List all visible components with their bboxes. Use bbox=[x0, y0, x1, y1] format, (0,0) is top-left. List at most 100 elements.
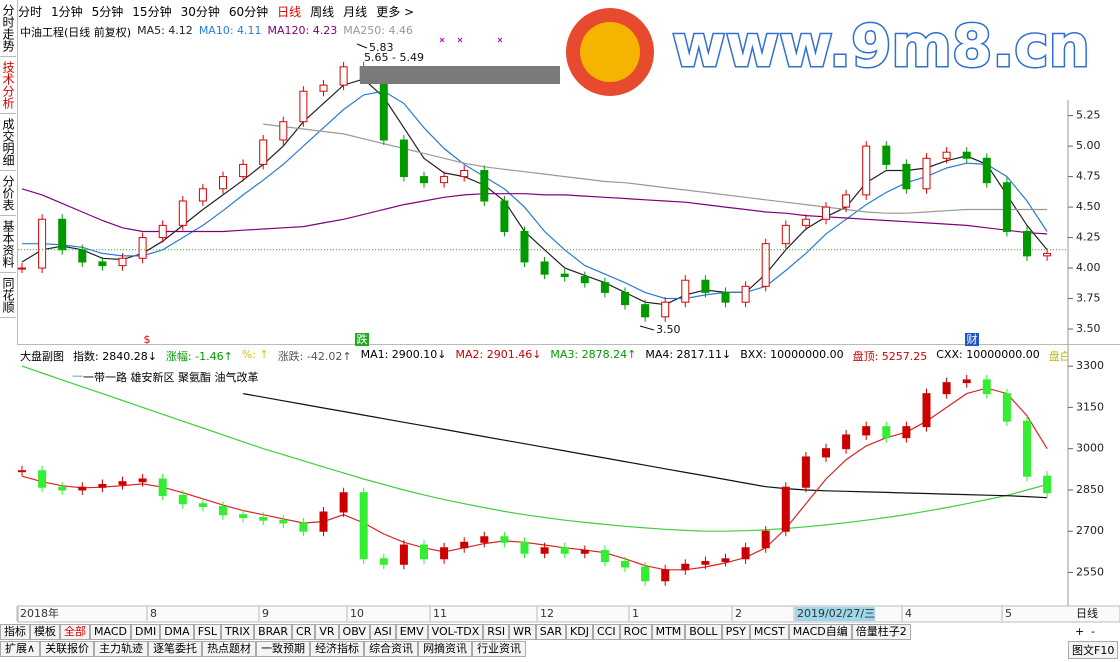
sidebar-tab[interactable]: 分时走势 bbox=[0, 0, 16, 57]
candle bbox=[761, 526, 770, 553]
candle bbox=[1023, 416, 1031, 482]
ma-line bbox=[242, 393, 1048, 499]
candle bbox=[500, 195, 509, 237]
f10-button[interactable]: 图文F10 bbox=[1068, 641, 1119, 659]
info-tab[interactable]: 一致预期 bbox=[256, 641, 311, 657]
indicator-tab[interactable]: BRAR bbox=[254, 624, 293, 640]
sidebar-tab[interactable]: 成交明细 bbox=[0, 114, 16, 171]
candle-body bbox=[480, 169, 489, 202]
y-tick-label: 2850 bbox=[1076, 483, 1104, 496]
indicator-tab[interactable]: CR bbox=[292, 624, 316, 640]
indicator-tab[interactable]: SAR bbox=[535, 624, 567, 640]
y-tick-label: 4.00 bbox=[1076, 261, 1101, 274]
candle bbox=[641, 299, 650, 322]
x-tick-label: 1 bbox=[632, 607, 639, 620]
event-badge bbox=[355, 333, 369, 346]
indicator-tab[interactable]: FSL bbox=[193, 624, 221, 640]
candle bbox=[842, 429, 851, 454]
indicator-tab[interactable]: 全部 bbox=[60, 624, 90, 640]
indicator-tab[interactable]: KDJ bbox=[566, 624, 593, 640]
indicator-tab[interactable]: PSY bbox=[721, 624, 750, 640]
indicator-tab[interactable]: 模板 bbox=[30, 624, 60, 640]
candle bbox=[962, 374, 971, 388]
indicator-tab[interactable]: VR bbox=[315, 624, 339, 640]
indicator-tab[interactable]: MCST bbox=[749, 624, 789, 640]
candle bbox=[641, 562, 650, 586]
indicator-tab[interactable]: BOLL bbox=[685, 624, 722, 640]
y-tick-label: 3150 bbox=[1076, 400, 1104, 413]
candle bbox=[239, 509, 248, 523]
candle bbox=[219, 501, 227, 520]
period-tab[interactable]: 月线 bbox=[343, 4, 368, 19]
candle-body bbox=[822, 206, 830, 220]
candle bbox=[1043, 471, 1052, 498]
candle bbox=[681, 559, 690, 575]
period-tab[interactable]: 30分钟 bbox=[180, 4, 220, 19]
info-tab[interactable]: 关联报价 bbox=[40, 641, 95, 657]
candle-body bbox=[902, 426, 911, 439]
candle-body bbox=[440, 547, 449, 560]
high-pointer bbox=[356, 43, 368, 49]
indicator-tab[interactable]: MACD bbox=[90, 624, 131, 640]
period-toolbar: 分时 1分钟 5分钟 15分钟 30分钟 60分钟 日线 周线 月线 更多 > bbox=[18, 2, 414, 20]
sidebar-tab[interactable]: 基本资料 bbox=[0, 216, 16, 273]
candle bbox=[600, 277, 609, 298]
indicator-tab[interactable]: OBV bbox=[338, 624, 370, 640]
candle-body bbox=[661, 301, 670, 318]
indicator-tab[interactable]: WR bbox=[509, 624, 536, 640]
indicator-tab[interactable]: MTM bbox=[651, 624, 686, 640]
info-tab[interactable]: 扩展∧ bbox=[0, 641, 41, 657]
candle bbox=[480, 531, 489, 548]
zoom-button[interactable]: - bbox=[1091, 625, 1095, 638]
candle bbox=[38, 465, 47, 493]
indicator-tab[interactable]: CCI bbox=[592, 624, 620, 640]
indicator-tab[interactable]: TRIX bbox=[220, 624, 255, 640]
candle bbox=[319, 506, 328, 537]
candle-body bbox=[942, 382, 951, 395]
sidebar-tab[interactable]: 分价表 bbox=[0, 171, 16, 216]
indicator-tab[interactable]: 指标 bbox=[0, 624, 30, 640]
indicator-tab[interactable]: 倍量柱子2 bbox=[851, 624, 911, 640]
indicator-tab[interactable]: EMV bbox=[395, 624, 428, 640]
indicator-tab[interactable]: MACD自编 bbox=[788, 624, 852, 640]
candle bbox=[219, 171, 227, 194]
candle-body bbox=[118, 481, 127, 485]
info-tab[interactable]: 网摘资讯 bbox=[418, 641, 473, 657]
info-tab[interactable]: 经济指标 bbox=[310, 641, 365, 657]
candle bbox=[379, 553, 388, 570]
indicator-tab[interactable]: RSI bbox=[483, 624, 510, 640]
signal-cross bbox=[457, 37, 463, 43]
candle-body bbox=[219, 505, 227, 516]
sidebar-tab[interactable]: 同花顺 bbox=[0, 273, 16, 318]
candle-body bbox=[721, 558, 730, 563]
candle bbox=[158, 473, 167, 501]
candle bbox=[540, 542, 549, 559]
indicator-tab[interactable]: ROC bbox=[619, 624, 652, 640]
candle bbox=[339, 487, 348, 517]
indicator-tab[interactable]: DMA bbox=[160, 624, 194, 640]
logo-inner bbox=[580, 22, 640, 82]
info-tab[interactable]: 热点题材 bbox=[202, 641, 257, 657]
period-tab[interactable]: 分时 bbox=[18, 4, 43, 19]
info-tab[interactable]: 主力轨迹 bbox=[94, 641, 149, 657]
candle bbox=[480, 165, 489, 206]
indicator-tab[interactable]: DMI bbox=[130, 624, 161, 640]
sidebar-tab[interactable]: 技术分析 bbox=[0, 57, 16, 114]
candle bbox=[399, 540, 408, 570]
period-tab[interactable]: 周线 bbox=[310, 4, 335, 19]
indicator-tab[interactable]: ASI bbox=[369, 624, 396, 640]
period-tab[interactable]: 15分钟 bbox=[132, 4, 172, 19]
info-tab[interactable]: 综合资讯 bbox=[364, 641, 419, 657]
candle-body bbox=[1002, 393, 1011, 422]
zoom-button[interactable]: + bbox=[1075, 625, 1085, 638]
period-tab[interactable]: 1分钟 bbox=[51, 4, 83, 19]
period-tab[interactable]: 更多 > bbox=[376, 4, 415, 19]
info-tab[interactable]: 逐笔委托 bbox=[148, 641, 203, 657]
period-tab[interactable]: 日线 bbox=[277, 4, 302, 19]
info-tab[interactable]: 行业资讯 bbox=[472, 641, 527, 657]
period-tab[interactable]: 60分钟 bbox=[228, 4, 269, 19]
indicator-tab[interactable]: VOL-TDX bbox=[427, 624, 484, 640]
candle-body bbox=[922, 393, 931, 428]
candle-body bbox=[158, 478, 167, 496]
period-tab[interactable]: 5分钟 bbox=[91, 4, 124, 19]
